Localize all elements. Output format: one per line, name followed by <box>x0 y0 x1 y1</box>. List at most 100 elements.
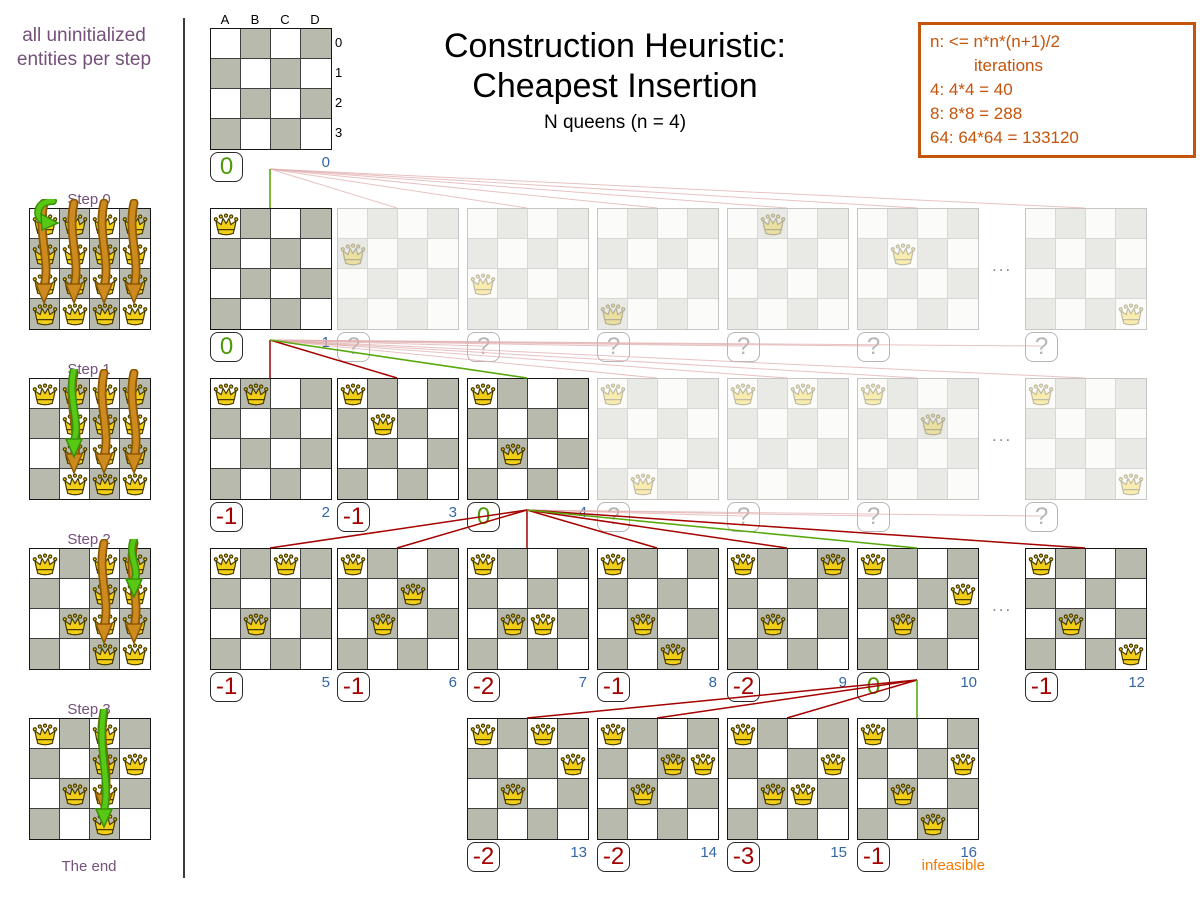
board-cell <box>1056 409 1086 439</box>
board-cell <box>688 809 718 839</box>
board-cell <box>30 269 60 299</box>
board-cell <box>301 239 331 269</box>
chessboard <box>857 718 979 840</box>
board-cell <box>1056 209 1086 239</box>
board-cell <box>211 209 241 239</box>
board-cell <box>758 379 788 409</box>
board-cell <box>271 469 301 499</box>
board-cell <box>758 239 788 269</box>
board-cell <box>90 609 120 639</box>
the-end-label: The end <box>61 858 117 875</box>
board-cell <box>888 469 918 499</box>
board-cell <box>658 549 688 579</box>
board-cell <box>688 209 718 239</box>
board-cell <box>301 639 331 669</box>
board-cell <box>368 549 398 579</box>
board-cell <box>1116 209 1146 239</box>
tree-edge <box>269 168 788 209</box>
board-cell <box>1056 299 1086 329</box>
score-badge: -2 <box>467 672 500 702</box>
score-badge: -2 <box>597 842 630 872</box>
board-cell <box>688 239 718 269</box>
board-cell <box>211 119 241 149</box>
board-cell <box>30 409 60 439</box>
board-cell <box>338 209 368 239</box>
board-cell <box>918 409 948 439</box>
board-cell <box>918 609 948 639</box>
board-cell <box>598 269 628 299</box>
board-cell <box>241 209 271 239</box>
board-cell <box>498 639 528 669</box>
board-cell <box>598 579 628 609</box>
board-cell <box>468 719 498 749</box>
board-cell <box>788 299 818 329</box>
board-cell <box>948 439 978 469</box>
tree-edge <box>269 168 528 209</box>
board-cell <box>528 579 558 609</box>
board-cell <box>628 439 658 469</box>
board-cell <box>120 209 150 239</box>
info-line-iterations: iterations <box>974 56 1043 75</box>
board-cell <box>1026 299 1056 329</box>
board-cell <box>598 549 628 579</box>
board-cell <box>728 209 758 239</box>
board-cell <box>30 239 60 269</box>
board-cell <box>1086 239 1116 269</box>
tree-edge <box>269 339 1086 379</box>
board-cell <box>558 749 588 779</box>
board-cell <box>788 439 818 469</box>
board-cell <box>598 469 628 499</box>
board-cell <box>60 579 90 609</box>
board-cell <box>120 439 150 469</box>
board-cell <box>468 409 498 439</box>
page-subtitle: N queens (n = 4) <box>543 112 687 133</box>
column-label: C <box>280 12 290 27</box>
board-cell <box>888 299 918 329</box>
board-cell <box>60 439 90 469</box>
board-cell <box>658 779 688 809</box>
iteration-number: 9 <box>838 674 847 691</box>
board-cell <box>818 779 848 809</box>
board-cell <box>948 639 978 669</box>
board-cell <box>598 749 628 779</box>
board-cell <box>658 209 688 239</box>
board-cell <box>888 379 918 409</box>
board-cell <box>271 579 301 609</box>
chessboard-ghost <box>1025 208 1147 330</box>
board-cell <box>368 579 398 609</box>
chessboard-ghost <box>727 208 849 330</box>
iteration-number: 14 <box>700 844 717 861</box>
board-cell <box>528 749 558 779</box>
board-cell <box>658 409 688 439</box>
board-cell <box>628 749 658 779</box>
board-cell <box>90 299 120 329</box>
board-cell <box>1056 469 1086 499</box>
board-cell <box>30 299 60 329</box>
board-cell <box>90 239 120 269</box>
step-label: Step 0 <box>67 191 111 208</box>
chessboard <box>727 718 849 840</box>
board-cell <box>338 549 368 579</box>
board-cell <box>1116 239 1146 269</box>
board-cell <box>1116 379 1146 409</box>
board-cell <box>818 549 848 579</box>
board-cell <box>90 469 120 499</box>
board-cell <box>1056 239 1086 269</box>
chessboard-ghost <box>727 378 849 500</box>
iteration-number: 0 <box>321 154 330 171</box>
board-cell <box>1026 269 1056 299</box>
board-cell <box>271 209 301 239</box>
board-cell <box>120 749 150 779</box>
chessboard-ghost <box>337 208 459 330</box>
board-cell <box>398 639 428 669</box>
board-cell <box>60 809 90 839</box>
board-cell <box>558 209 588 239</box>
board-cell <box>428 579 458 609</box>
board-cell <box>758 209 788 239</box>
board-cell <box>271 639 301 669</box>
board-cell <box>120 779 150 809</box>
iterations-info-box: n: <= n*n*(n+1)/2 iterations 4: 4*4 = 40… <box>918 22 1196 158</box>
board-cell <box>211 89 241 119</box>
board-cell <box>498 749 528 779</box>
board-cell <box>558 239 588 269</box>
